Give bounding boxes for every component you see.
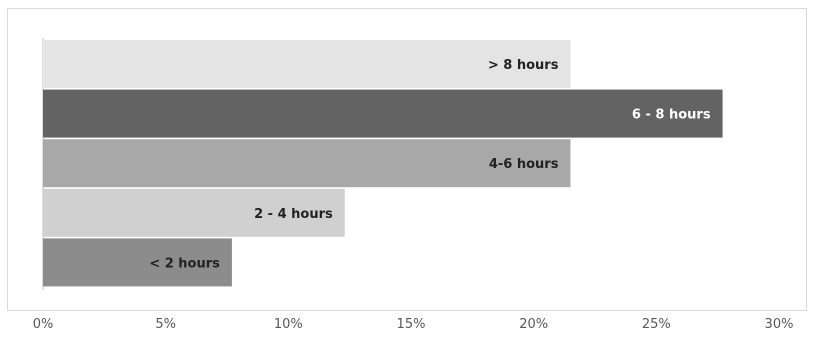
x-tick-label: 30%	[765, 317, 794, 332]
bar-label-6-8-hours: 6 - 8 hours	[632, 108, 711, 123]
bar-2-4-hours	[43, 188, 345, 237]
x-tick-label: 20%	[519, 317, 548, 332]
bar-label-2-hours: < 2 hours	[149, 256, 220, 271]
bar-label-2-4-hours: 2 - 4 hours	[254, 207, 333, 222]
bar-label-4-6-hours: 4-6 hours	[489, 157, 559, 172]
x-tick-label: 25%	[642, 317, 671, 332]
x-tick-label: 5%	[155, 317, 176, 332]
bar-6-8-hours	[43, 89, 723, 138]
bar-4-6-hours	[43, 139, 571, 188]
x-axis-ticks: 0% 5% 10% 15% 20% 25% 30%	[33, 317, 794, 332]
x-tick-label: 10%	[274, 317, 303, 332]
bar-8-hours	[43, 40, 571, 88]
bar-2-hours	[43, 238, 232, 287]
bar-label-8-hours: > 8 hours	[488, 58, 559, 73]
x-tick-label: 0%	[33, 317, 54, 332]
bars-group: > 8 hours 6 - 8 hours 4-6 hours 2 - 4 hours…	[43, 40, 723, 287]
chart-frame	[7, 8, 807, 311]
x-tick-label: 15%	[397, 317, 426, 332]
